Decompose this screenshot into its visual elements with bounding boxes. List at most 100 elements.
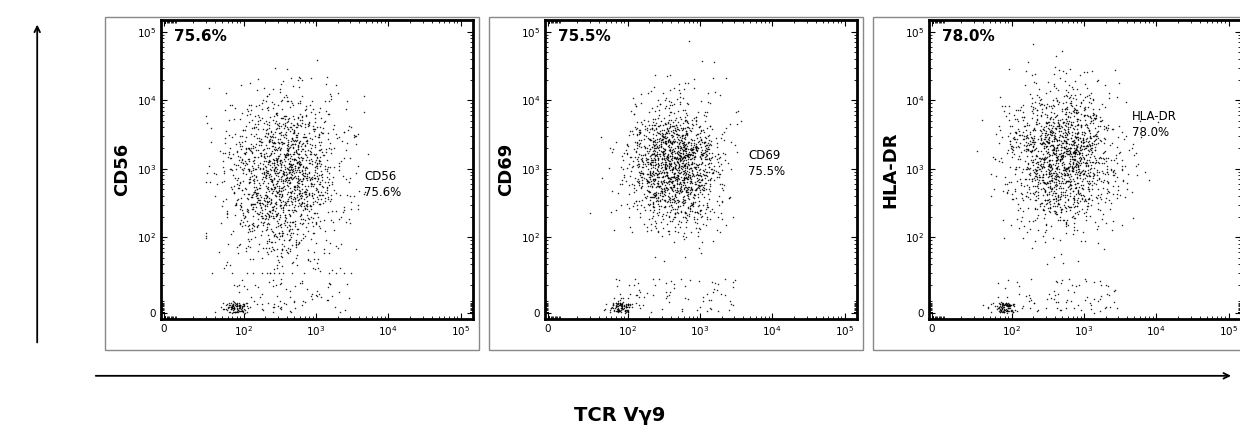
Point <box>683 190 703 197</box>
Point <box>646 132 666 139</box>
Point <box>1040 163 1060 170</box>
Point <box>258 107 278 114</box>
Point <box>1070 157 1090 164</box>
Point <box>647 165 667 172</box>
Point <box>305 210 325 217</box>
Point <box>303 192 322 199</box>
Point <box>696 139 715 146</box>
Point <box>1053 123 1073 130</box>
Point <box>1030 200 1050 207</box>
Point <box>1079 184 1099 191</box>
Point <box>1044 170 1064 177</box>
Point <box>653 168 673 175</box>
Point <box>1055 128 1075 135</box>
Point <box>635 126 655 133</box>
Point <box>300 148 320 155</box>
Point <box>1055 105 1075 112</box>
Point <box>678 191 698 198</box>
Point <box>1096 219 1116 226</box>
Point <box>692 160 712 167</box>
Point <box>985 156 1004 163</box>
Point <box>665 284 684 291</box>
Point <box>1091 281 1111 288</box>
Point <box>1117 186 1137 193</box>
Point <box>660 153 680 160</box>
Point <box>308 162 327 169</box>
Point <box>262 167 281 174</box>
Point <box>1019 166 1039 173</box>
Point <box>340 175 360 182</box>
Point <box>656 137 676 144</box>
Point <box>226 175 246 182</box>
Point <box>650 209 670 216</box>
Point <box>611 295 631 302</box>
Point <box>606 206 626 213</box>
Point <box>1107 173 1127 180</box>
Point <box>1016 122 1035 129</box>
Point <box>221 304 241 311</box>
Point <box>295 123 315 130</box>
Point <box>1054 139 1074 146</box>
Point <box>1008 136 1028 143</box>
Point <box>270 129 290 136</box>
Point <box>234 301 254 308</box>
Point <box>1064 177 1084 184</box>
Point <box>226 308 246 315</box>
Point <box>1080 142 1100 149</box>
Point <box>645 281 665 288</box>
Point <box>649 161 668 168</box>
Point <box>246 186 265 193</box>
Point <box>983 153 1003 160</box>
Point <box>651 142 671 149</box>
Point <box>609 301 629 308</box>
Point <box>1058 151 1078 158</box>
Point <box>653 153 673 160</box>
Point <box>1024 146 1044 153</box>
Point <box>1039 133 1059 140</box>
Point <box>267 126 286 133</box>
Point <box>273 270 293 277</box>
Point <box>257 157 277 164</box>
Point <box>653 89 673 96</box>
Point <box>676 174 696 181</box>
Point <box>1059 118 1079 125</box>
Point <box>1028 211 1048 218</box>
Point <box>727 121 746 128</box>
Point <box>1079 156 1099 163</box>
Point <box>1029 166 1049 173</box>
Point <box>248 215 268 222</box>
Point <box>649 142 668 149</box>
Point <box>687 147 707 154</box>
Point <box>1008 206 1028 213</box>
Point <box>652 192 672 199</box>
Point <box>1094 246 1114 253</box>
Point <box>252 100 272 107</box>
Point <box>1002 154 1022 161</box>
Point <box>288 261 308 268</box>
Point <box>1023 110 1043 117</box>
Point <box>233 166 253 173</box>
Point <box>677 212 697 219</box>
Point <box>317 183 337 190</box>
Point <box>286 137 306 144</box>
Point <box>1070 134 1090 141</box>
Point <box>290 137 310 144</box>
Point <box>663 128 683 135</box>
Point <box>1040 87 1060 94</box>
Point <box>635 194 655 201</box>
Point <box>642 104 662 111</box>
Point <box>258 183 278 190</box>
Point <box>229 302 249 309</box>
Point <box>687 131 707 138</box>
Point <box>334 208 353 215</box>
Point <box>296 201 316 208</box>
Point <box>670 185 689 192</box>
Point <box>223 301 243 308</box>
Point <box>253 307 273 314</box>
Point <box>650 182 670 189</box>
Point <box>1055 170 1075 177</box>
Point <box>677 132 697 139</box>
Text: HLA-DR
78.0%: HLA-DR 78.0% <box>1132 110 1177 139</box>
Point <box>1049 127 1069 134</box>
Point <box>1066 145 1086 152</box>
